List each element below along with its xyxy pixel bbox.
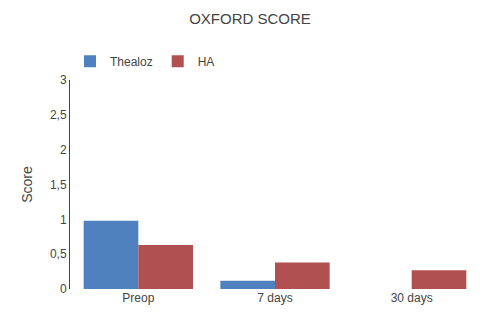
svg-text:Thealoz: Thealoz — [110, 55, 153, 69]
svg-text:1,5: 1,5 — [50, 178, 67, 192]
svg-text:0,5: 0,5 — [50, 247, 67, 261]
svg-text:2,5: 2,5 — [50, 108, 67, 122]
svg-text:1: 1 — [60, 213, 67, 227]
svg-text:3: 3 — [60, 73, 67, 87]
svg-text:OXFORD SCORE: OXFORD SCORE — [189, 10, 311, 27]
svg-text:30 days: 30 days — [391, 291, 433, 305]
svg-text:Score: Score — [19, 166, 35, 203]
svg-text:HA: HA — [198, 55, 215, 69]
svg-text:7 days: 7 days — [257, 291, 292, 305]
svg-text:0: 0 — [60, 282, 67, 296]
svg-text:2: 2 — [60, 143, 67, 157]
svg-text:Preop: Preop — [122, 291, 154, 305]
